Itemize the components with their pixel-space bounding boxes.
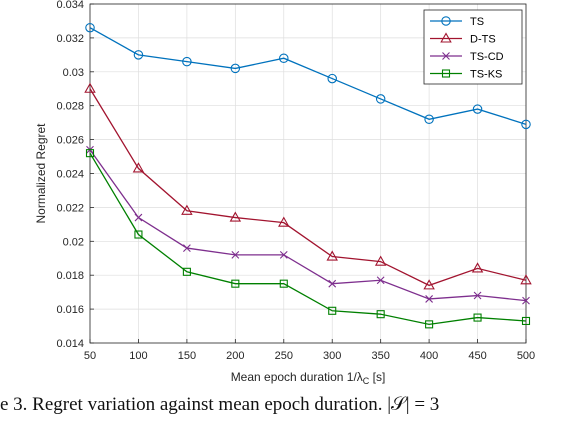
data-point-ts-ks [182, 267, 191, 276]
data-point-ts-ks [425, 320, 434, 329]
x-tick-label: 250 [275, 350, 293, 362]
data-point-ts-ks [376, 310, 385, 319]
y-tick-label: 0.022 [56, 202, 84, 214]
data-point-ts-ks [134, 230, 143, 239]
data-point-ts [182, 56, 192, 67]
x-axis-ticks: 50 100 150 200 250 300 350 400 450 500 [84, 339, 535, 362]
legend-label-ts-ks: TS-KS [470, 69, 502, 81]
series-ts-cd [86, 145, 530, 305]
x-tick-label: 400 [420, 350, 438, 362]
x-tick-label: 150 [178, 350, 196, 362]
y-tick-label: 0.034 [56, 0, 84, 11]
data-point-ts-cd [328, 279, 337, 288]
y-axis-ticks: 0.014 0.016 0.018 0.02 0.022 0.024 0.026 0.028 0… [56, 0, 94, 350]
legend-marker-ts [441, 16, 451, 26]
data-point-d-ts [181, 204, 193, 215]
x-tick-label: 450 [468, 350, 486, 362]
data-point-ts-ks [279, 279, 288, 288]
data-point-ts [279, 53, 289, 63]
data-point-ts-cd [231, 250, 240, 259]
data-point-d-ts [423, 279, 435, 290]
data-point-ts-ks [521, 316, 531, 326]
x-tick-label: 100 [129, 350, 147, 362]
x-tick-label: 300 [323, 350, 341, 362]
series-line-ts-cd [89, 149, 527, 302]
data-point-ts [327, 73, 337, 84]
x-axis-label: Mean epoch duration 1/λC [s] [231, 370, 386, 386]
data-point-ts-cd [522, 296, 530, 305]
y-tick-label: 0.032 [56, 33, 84, 45]
data-point-ts [521, 119, 531, 130]
legend-marker-ts-cd [442, 52, 450, 60]
data-point-d-ts [229, 211, 242, 222]
y-tick-label: 0.02 [63, 236, 84, 248]
legend-label-ts: TS [470, 16, 484, 28]
data-point-ts-cd [279, 250, 288, 259]
data-point-d-ts [520, 274, 532, 285]
y-tick-label: 0.03 [63, 67, 84, 79]
y-tick-label: 0.016 [56, 304, 84, 316]
figure-caption: e 3. Regret variation against mean epoch… [0, 394, 440, 415]
legend-box [423, 9, 523, 85]
y-tick-label: 0.028 [56, 101, 84, 113]
data-point-ts-ks [231, 279, 240, 288]
y-tick-label: 0.026 [56, 135, 84, 147]
x-tick-label: 350 [371, 350, 389, 362]
x-axis-label-unit: [s] [369, 370, 385, 384]
series-d-ts [84, 82, 532, 290]
x-tick-label: 50 [84, 350, 96, 362]
series-line-d-ts [89, 88, 527, 287]
data-point-ts-ks [85, 149, 95, 158]
series-line-ts [89, 27, 527, 125]
legend: TS D-TS TS-CD TS-KS [423, 9, 523, 85]
data-point-ts-cd [376, 276, 385, 285]
data-point-d-ts [326, 250, 338, 261]
legend-marker-ts-ks [441, 69, 451, 78]
data-point-d-ts [278, 216, 290, 227]
series-line-ts-ks [89, 152, 527, 326]
x-tick-label: 500 [517, 350, 535, 362]
data-point-ts-ks [473, 313, 482, 322]
data-point-ts-ks [328, 306, 337, 315]
series-ts-ks [85, 149, 531, 329]
legend-label-ts-cd: TS-CD [470, 51, 504, 63]
data-point-d-ts [132, 162, 145, 173]
data-point-ts-cd [425, 295, 433, 303]
y-tick-label: 0.018 [56, 270, 84, 282]
y-tick-label: 0.024 [56, 169, 84, 181]
data-point-ts-cd [183, 244, 191, 252]
data-point-ts-cd [473, 291, 482, 300]
data-point-ts [230, 63, 241, 74]
legend-label-d-ts: D-TS [470, 34, 496, 46]
data-point-d-ts [471, 262, 484, 273]
data-point-ts [85, 22, 95, 33]
data-point-d-ts [374, 255, 387, 266]
data-point-ts [424, 114, 434, 125]
data-point-ts-cd [134, 213, 143, 222]
data-point-d-ts [84, 82, 96, 93]
x-tick-label: 200 [226, 350, 244, 362]
series-ts [85, 22, 531, 130]
y-tick-label: 0.014 [56, 338, 84, 350]
data-point-ts [375, 94, 386, 104]
legend-marker-d-ts [440, 32, 452, 43]
chart: 0.014 0.016 0.018 0.02 0.022 0.024 0.026 0.028 0… [34, 0, 535, 386]
x-axis-label-subscript: C [363, 376, 370, 386]
data-point-ts [472, 104, 483, 114]
x-axis-label-main: Mean epoch duration 1/λ [231, 370, 363, 384]
y-axis-label: Normalized Regret [34, 123, 48, 224]
data-point-ts [133, 50, 144, 60]
series-group [84, 22, 532, 329]
